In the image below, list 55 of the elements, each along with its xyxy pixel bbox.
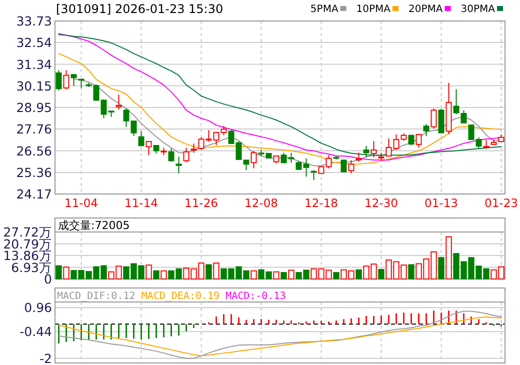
bar: [446, 236, 452, 280]
x-tick-label: 11-14: [124, 196, 158, 210]
y-tick-label: -0.44: [20, 324, 52, 340]
bar: [206, 264, 212, 280]
x-tick-label: 01-13: [424, 196, 458, 210]
line-series: [58, 310, 502, 359]
y-tick-label: 25.36: [16, 164, 52, 180]
y-tick-label: 24.17: [16, 186, 52, 202]
candlestick: [340, 160, 347, 172]
bar: [280, 272, 287, 280]
candlestick: [483, 140, 490, 148]
candlestick: [78, 78, 84, 88]
legend-label: 20PMA: [408, 4, 443, 15]
candlestick: [138, 130, 144, 146]
candlestick: [460, 110, 467, 124]
bar: [160, 270, 167, 280]
y-tick-label: 31.34: [16, 56, 52, 72]
bar: [213, 262, 220, 280]
x-tick-label: 11-04: [64, 196, 98, 210]
x-tick-label: 12-18: [304, 196, 338, 210]
bar: [250, 270, 257, 280]
bar: [273, 271, 280, 280]
y-tick-label: 0.96: [24, 300, 52, 316]
candlestick: [176, 156, 182, 174]
bar: [63, 266, 70, 280]
bar: [356, 269, 362, 280]
y-tick-label: 30.15: [16, 78, 52, 94]
x-tick-label: 11-26: [184, 196, 218, 210]
y-tick-label: 27.72万: [3, 224, 52, 240]
chart-title: [301091] 2026-01-23 15:30: [56, 2, 224, 16]
bar: [153, 270, 160, 280]
legend-label: 5PMA: [310, 4, 338, 15]
chart-title: 成交量:72005: [58, 219, 130, 232]
line-series: [58, 316, 502, 356]
bar: [408, 264, 414, 280]
bar: [333, 272, 340, 280]
y-tick-label: 32.54: [16, 35, 52, 50]
y-tick-label: 27.76: [16, 122, 52, 137]
y-tick-label: 26.56: [16, 143, 52, 158]
bar: [438, 257, 444, 280]
candlestick: [70, 74, 77, 86]
x-tick-label: 12-08: [244, 196, 278, 210]
y-tick-label: -2: [40, 350, 52, 365]
bar: [288, 270, 294, 280]
candlestick: [146, 141, 152, 156]
legend: MACD_DIF:0.12 MACD_DEA:0.19 MACD:-0.13: [57, 291, 286, 302]
bar: [146, 264, 152, 280]
bar: [56, 265, 62, 280]
legend-label: 10PMA: [356, 4, 391, 15]
y-tick-label: 28.95: [16, 100, 52, 115]
x-tick-label: 12-30: [364, 196, 398, 210]
legend-label: 30PMA: [460, 4, 496, 15]
x-tick-label: 01-23: [484, 196, 518, 210]
y-tick-label: 33.73: [16, 14, 52, 28]
bar: [378, 269, 384, 280]
